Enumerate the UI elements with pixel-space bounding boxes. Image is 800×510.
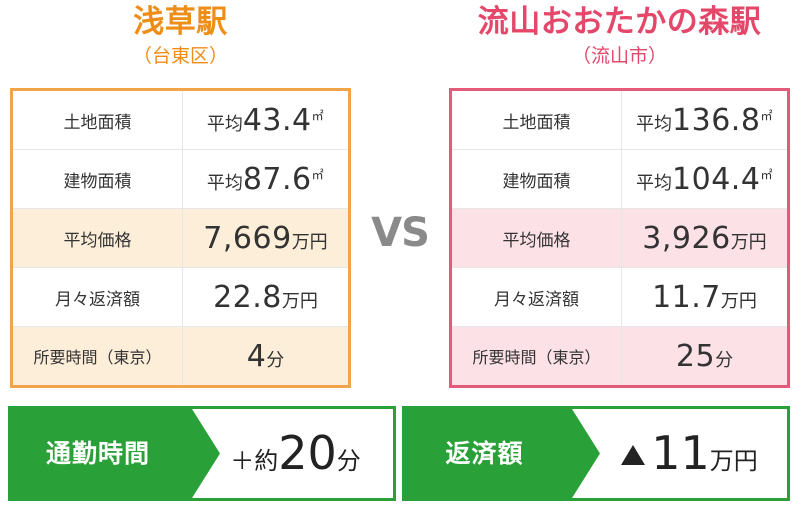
row-label: 土地面積 — [11, 89, 183, 150]
row-label: 平均価格 — [450, 208, 622, 268]
commute-label: 通勤時間 — [45, 439, 150, 468]
payment-summary: 返済額 11万円 — [402, 406, 790, 501]
row-value: 22.8万円 — [182, 267, 350, 327]
left-station-header: 浅草駅 （台東区） — [10, 4, 351, 68]
table-row: 平均価格 3,926万円 — [450, 208, 789, 268]
table-row: 所要時間（東京） 25分 — [450, 326, 789, 387]
table-row: 土地面積 平均43.4㎡ — [11, 89, 350, 150]
payment-value: 11万円 — [597, 406, 782, 501]
left-station-name: 浅草駅 — [133, 4, 228, 40]
right-comparison-table: 土地面積 平均136.8㎡ 建物面積 平均104.4㎡ 平均価格 3,926万円… — [449, 88, 790, 388]
row-label: 所要時間（東京） — [11, 326, 183, 387]
row-value: 3,926万円 — [621, 208, 789, 268]
row-value: 平均43.4㎡ — [182, 89, 350, 150]
row-value: 11.7万円 — [621, 267, 789, 327]
left-comparison-table: 土地面積 平均43.4㎡ 建物面積 平均87.6㎡ 平均価格 7,669万円 月… — [10, 88, 351, 388]
row-value: 25分 — [621, 326, 789, 387]
table-row: 土地面積 平均136.8㎡ — [450, 89, 789, 150]
row-label: 月々返済額 — [450, 267, 622, 327]
vs-label: VS — [371, 210, 430, 256]
payment-label: 返済額 — [445, 439, 524, 468]
left-station-ward: （台東区） — [132, 45, 228, 67]
row-value: 平均87.6㎡ — [182, 149, 350, 209]
row-label: 建物面積 — [450, 149, 622, 209]
table-row: 所要時間（東京） 4分 — [11, 326, 350, 387]
row-label: 土地面積 — [450, 89, 622, 150]
row-value: 平均104.4㎡ — [621, 149, 789, 209]
commute-banner-shape — [8, 406, 396, 501]
row-label: 所要時間（東京） — [450, 326, 622, 387]
row-label: 月々返済額 — [11, 267, 183, 327]
row-value: 平均136.8㎡ — [621, 89, 789, 150]
commute-value: ＋約20分 — [230, 426, 361, 480]
table-row: 建物面積 平均87.6㎡ — [11, 149, 350, 209]
right-station-ward: （流山市） — [571, 45, 667, 67]
row-value: 7,669万円 — [182, 208, 350, 268]
row-label: 平均価格 — [11, 208, 183, 268]
right-station-header: 流山おおたかの森駅 （流山市） — [449, 4, 790, 68]
triangle-up-icon — [621, 445, 646, 465]
payment-banner-shape — [402, 406, 790, 501]
row-label: 建物面積 — [11, 149, 183, 209]
table-row: 月々返済額 11.7万円 — [450, 267, 789, 327]
row-value: 4分 — [182, 326, 350, 387]
right-station-name: 流山おおたかの森駅 — [477, 4, 762, 40]
table-row: 建物面積 平均104.4㎡ — [450, 149, 789, 209]
table-row: 月々返済額 22.8万円 — [11, 267, 350, 327]
table-row: 平均価格 7,669万円 — [11, 208, 350, 268]
commute-summary: 通勤時間 ＋約20分 — [8, 406, 396, 501]
